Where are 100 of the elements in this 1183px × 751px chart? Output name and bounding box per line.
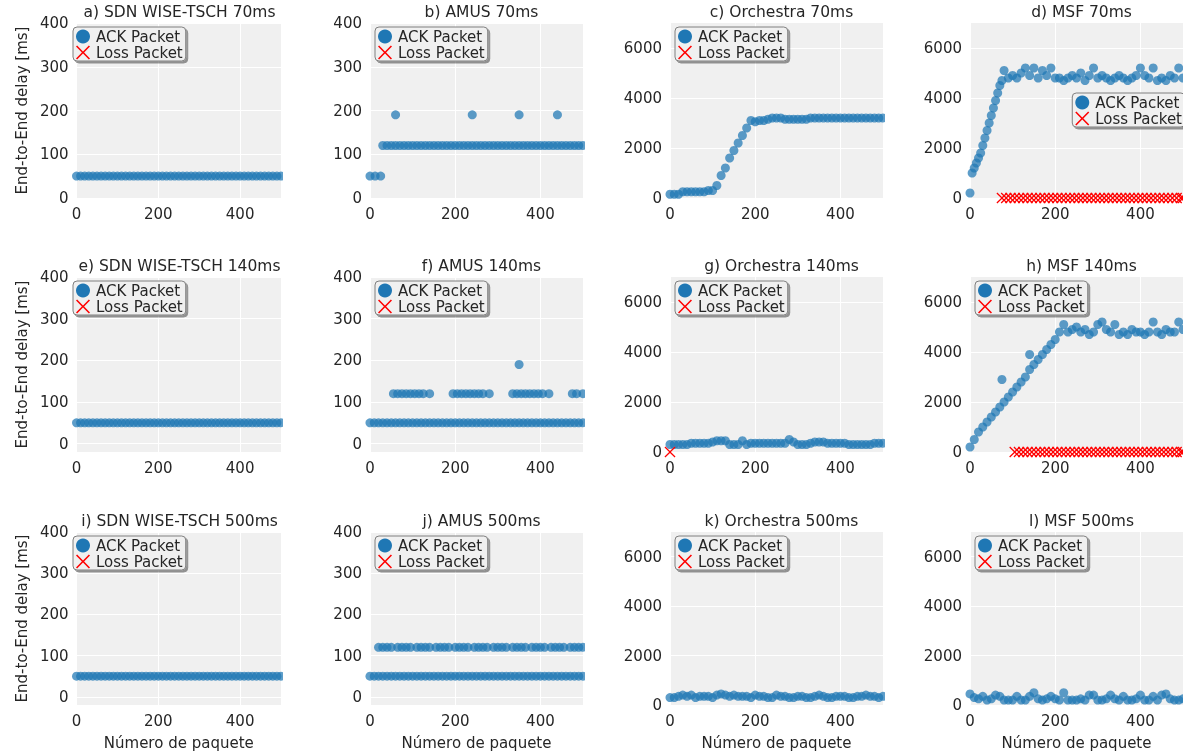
legend-label: ACK Packet — [698, 281, 783, 300]
x-tick-label: 400 — [1126, 711, 1155, 730]
chart-title: d) MSF 70ms — [1031, 3, 1132, 21]
y-axis-title: End-to-End delay [ms] — [12, 534, 31, 703]
chart-title: g) Orchestra 140ms — [704, 257, 859, 275]
y-tick-label: 0 — [952, 696, 962, 714]
x-tick-label: 400 — [526, 204, 555, 223]
y-tick-label: 0 — [58, 687, 69, 706]
x-tick-label: 400 — [225, 458, 255, 477]
chart-title: k) Orchestra 500ms — [704, 512, 859, 530]
y-tick-label: 100 — [39, 145, 69, 164]
y-tick-label: 6000 — [623, 293, 662, 311]
y-tick-label: 2000 — [923, 393, 962, 411]
chart-title: b) AMUS 70ms — [424, 3, 539, 21]
x-tick-label: 400 — [826, 204, 855, 223]
x-tick-label: 200 — [440, 204, 470, 223]
y-tick-label: 100 — [333, 145, 362, 164]
y-axis-title: End-to-End delay [ms] — [12, 26, 31, 195]
y-tick-label: 200 — [333, 101, 362, 120]
y-tick-label: 4000 — [923, 597, 962, 616]
y-tick-label: 4000 — [923, 343, 962, 361]
x-tick-label: 200 — [144, 204, 173, 223]
y-tick-label: 300 — [39, 309, 69, 328]
chart-title: j) AMUS 500ms — [421, 512, 541, 530]
x-tick-label: 0 — [665, 711, 675, 730]
legend-label: ACK Packet — [398, 27, 483, 46]
x-tick-label: 200 — [1040, 204, 1070, 223]
legend-label: Loss Packet — [698, 552, 785, 571]
x-tick-label: 0 — [965, 204, 975, 223]
y-tick-label: 400 — [39, 14, 69, 32]
x-tick-label: 400 — [225, 711, 255, 730]
y-tick-label: 4000 — [923, 89, 962, 107]
y-tick-label: 100 — [333, 393, 362, 411]
x-tick-label: 400 — [225, 204, 255, 223]
legend-label: ACK Packet — [998, 536, 1083, 555]
y-tick-label: 0 — [652, 696, 662, 714]
chart-title: l) MSF 500ms — [1028, 512, 1135, 530]
chart-title: e) SDN WISE-TSCH 140ms — [78, 257, 281, 275]
x-tick-label: 200 — [1040, 711, 1070, 730]
y-tick-label: 400 — [333, 523, 362, 541]
legend-label: ACK Packet — [96, 536, 181, 555]
legend-label: Loss Packet — [398, 552, 485, 571]
y-tick-label: 2000 — [923, 646, 962, 665]
y-tick-label: 4000 — [623, 89, 662, 107]
legend-label: ACK Packet — [1095, 93, 1180, 112]
y-tick-label: 2000 — [923, 139, 962, 157]
y-tick-label: 6000 — [623, 39, 662, 57]
x-tick-label: 0 — [965, 711, 975, 730]
x-tick-label: 200 — [144, 458, 173, 477]
legend-label: Loss Packet — [96, 552, 183, 571]
x-tick-label: 0 — [665, 458, 675, 477]
y-tick-label: 100 — [39, 646, 69, 665]
y-tick-label: 400 — [333, 14, 362, 32]
y-tick-label: 4000 — [623, 343, 662, 361]
chart-title: f) AMUS 140ms — [421, 257, 542, 275]
y-tick-label: 6000 — [923, 547, 962, 566]
legend-label: Loss Packet — [96, 297, 183, 316]
legend-label: ACK Packet — [398, 536, 483, 555]
y-tick-label: 400 — [39, 523, 69, 541]
legend-label: Loss Packet — [998, 552, 1085, 571]
y-tick-label: 300 — [333, 57, 362, 76]
x-axis-title: Número de paquete — [103, 733, 254, 751]
legend-label: ACK Packet — [398, 281, 483, 300]
x-tick-label: 200 — [1040, 458, 1070, 477]
legend-label: ACK Packet — [998, 281, 1083, 300]
y-tick-label: 200 — [39, 101, 69, 120]
legend-label: ACK Packet — [698, 536, 783, 555]
chart-title: h) MSF 140ms — [1026, 257, 1137, 275]
y-tick-label: 200 — [39, 605, 69, 624]
y-tick-label: 300 — [333, 564, 362, 583]
y-tick-label: 2000 — [623, 646, 662, 665]
x-axis-title: Número de paquete — [1001, 733, 1152, 751]
legend-label: Loss Packet — [698, 297, 785, 316]
y-tick-label: 2000 — [623, 393, 662, 411]
x-tick-label: 0 — [665, 204, 675, 223]
legend-label: ACK Packet — [96, 281, 181, 300]
y-axis-title: End-to-End delay [ms] — [12, 280, 31, 449]
x-tick-label: 0 — [71, 204, 82, 223]
y-tick-label: 0 — [952, 443, 962, 461]
x-tick-label: 400 — [526, 458, 555, 477]
chart-title: c) Orchestra 70ms — [709, 3, 854, 21]
x-tick-label: 0 — [365, 711, 375, 730]
x-tick-label: 400 — [526, 711, 555, 730]
x-axis-title: Número de paquete — [701, 733, 852, 751]
x-tick-label: 400 — [826, 458, 855, 477]
y-tick-label: 0 — [58, 434, 69, 453]
legend-label: Loss Packet — [998, 297, 1085, 316]
y-tick-label: 0 — [352, 434, 362, 453]
y-tick-label: 200 — [333, 605, 362, 624]
x-tick-label: 200 — [740, 458, 770, 477]
x-tick-label: 200 — [740, 204, 770, 223]
y-tick-label: 400 — [333, 268, 362, 286]
legend-label: Loss Packet — [1095, 109, 1183, 128]
y-tick-label: 0 — [352, 687, 362, 706]
y-tick-label: 100 — [39, 393, 69, 411]
y-tick-label: 6000 — [923, 293, 962, 311]
legend-label: ACK Packet — [96, 27, 181, 46]
legend-label: Loss Packet — [698, 43, 785, 62]
y-tick-label: 0 — [352, 189, 362, 207]
x-tick-label: 200 — [144, 711, 173, 730]
